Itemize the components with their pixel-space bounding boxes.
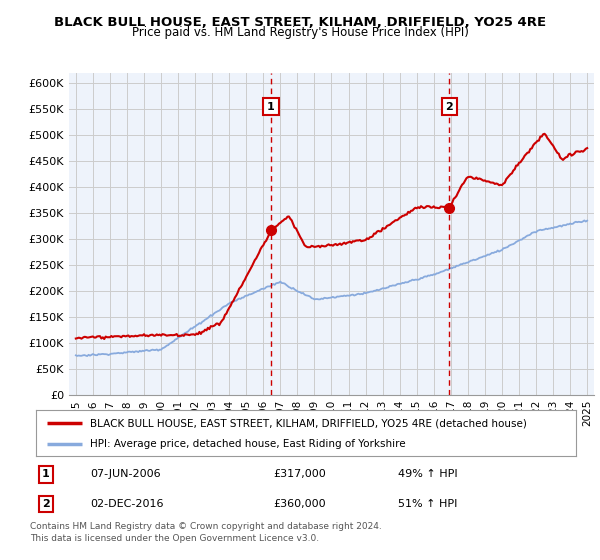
Text: £360,000: £360,000 [274, 499, 326, 509]
Text: 51% ↑ HPI: 51% ↑ HPI [398, 499, 457, 509]
Text: 02-DEC-2016: 02-DEC-2016 [90, 499, 163, 509]
Text: 07-JUN-2006: 07-JUN-2006 [90, 469, 161, 479]
Text: Contains HM Land Registry data © Crown copyright and database right 2024.
This d: Contains HM Land Registry data © Crown c… [30, 522, 382, 543]
Text: HPI: Average price, detached house, East Riding of Yorkshire: HPI: Average price, detached house, East… [90, 440, 406, 450]
Text: 1: 1 [42, 469, 50, 479]
Text: 49% ↑ HPI: 49% ↑ HPI [398, 469, 457, 479]
Text: 1: 1 [267, 101, 275, 111]
Text: £317,000: £317,000 [274, 469, 326, 479]
Text: BLACK BULL HOUSE, EAST STREET, KILHAM, DRIFFIELD, YO25 4RE: BLACK BULL HOUSE, EAST STREET, KILHAM, D… [54, 16, 546, 29]
Text: Price paid vs. HM Land Registry's House Price Index (HPI): Price paid vs. HM Land Registry's House … [131, 26, 469, 39]
Text: 2: 2 [446, 101, 454, 111]
Text: 2: 2 [42, 499, 50, 509]
Text: BLACK BULL HOUSE, EAST STREET, KILHAM, DRIFFIELD, YO25 4RE (detached house): BLACK BULL HOUSE, EAST STREET, KILHAM, D… [90, 418, 527, 428]
